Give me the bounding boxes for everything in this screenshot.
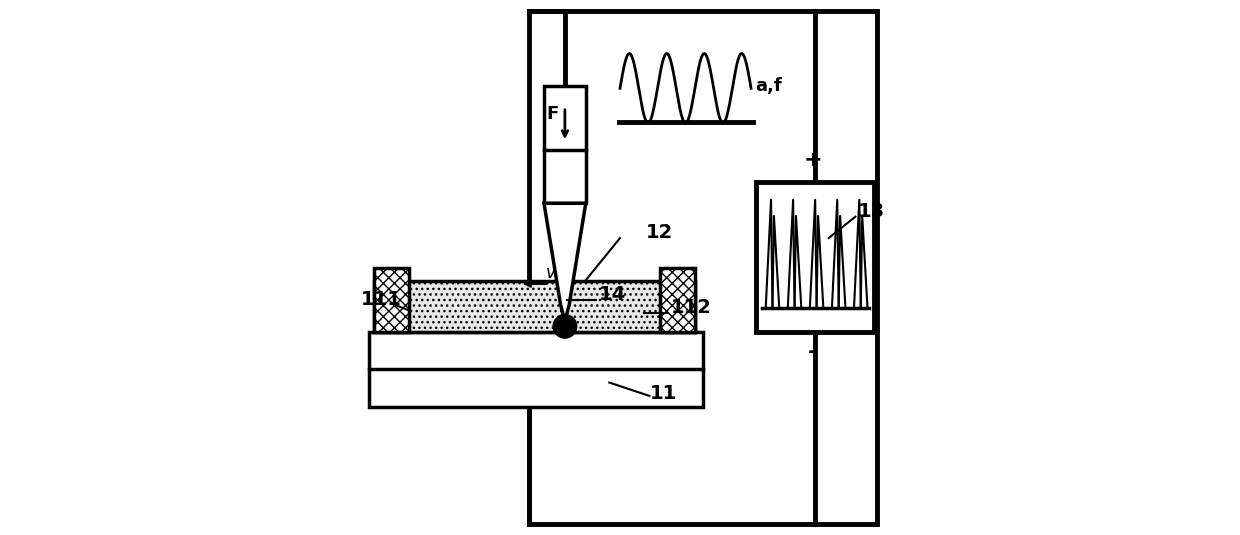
Text: +: + — [804, 150, 822, 170]
Text: F: F — [547, 104, 559, 123]
Text: a,f: a,f — [755, 77, 781, 95]
Text: 11: 11 — [650, 384, 677, 402]
Bar — [756, 182, 874, 332]
Bar — [374, 281, 694, 332]
Text: 13: 13 — [858, 202, 885, 220]
Bar — [544, 86, 585, 203]
Bar — [660, 268, 694, 332]
Text: 12: 12 — [646, 223, 673, 242]
Text: 112: 112 — [671, 298, 712, 317]
Text: 14: 14 — [599, 285, 626, 303]
Bar — [529, 11, 877, 524]
Text: 111: 111 — [361, 290, 402, 309]
Text: -: - — [808, 342, 817, 362]
Bar — [374, 268, 409, 332]
Bar — [368, 332, 703, 407]
Circle shape — [553, 315, 577, 338]
Text: v: v — [546, 264, 556, 282]
Polygon shape — [544, 203, 585, 321]
